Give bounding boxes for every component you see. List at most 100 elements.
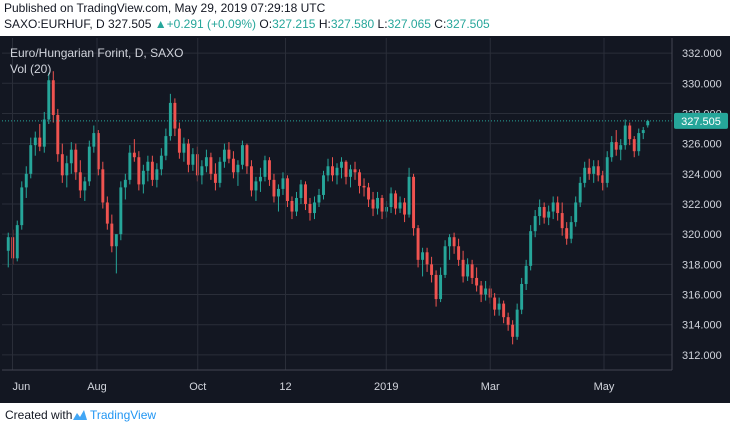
candle-body (614, 142, 618, 150)
candle-body (439, 274, 443, 300)
y-tick-label: 316.000 (682, 290, 722, 302)
candle-body (123, 179, 127, 188)
volume-legend: Vol (20) (10, 62, 52, 76)
candle-body (425, 252, 429, 265)
candle-body (254, 181, 258, 191)
tradingview-brand-link[interactable]: TradingView (90, 408, 157, 422)
candle-body (313, 202, 316, 214)
candle-body (20, 187, 24, 226)
last-price-tag-label: 327.505 (681, 116, 721, 128)
candle-body (524, 265, 528, 284)
y-tick-label: 312.000 (682, 350, 722, 362)
open-value: 327.215 (272, 17, 316, 31)
candle-body (209, 157, 213, 174)
candle-body (128, 152, 132, 180)
candle-body (267, 160, 271, 180)
candle-body (452, 237, 456, 247)
candle-body (249, 166, 253, 191)
candle-body (398, 202, 402, 209)
candle-body (331, 166, 334, 176)
candle-body (65, 163, 69, 176)
candle-body (574, 202, 578, 223)
candle-body (466, 264, 470, 277)
candle-body (33, 137, 37, 146)
candle-body (177, 128, 181, 153)
candle-body (173, 102, 177, 129)
x-tick-label: Jun (13, 381, 31, 393)
candle-body (407, 176, 411, 215)
candle-body (637, 133, 641, 152)
candle-body (367, 187, 370, 200)
candle-body (641, 130, 645, 134)
candle-body (42, 119, 46, 147)
candle-body (60, 154, 64, 176)
candle-body (272, 179, 276, 197)
candle-body (610, 142, 614, 158)
candle-body (344, 161, 348, 177)
candle-body (114, 234, 118, 247)
publish-header (0, 0, 730, 36)
chart-background (0, 36, 730, 403)
candle-body (78, 172, 82, 191)
candle-body (412, 176, 416, 229)
candle-body (245, 145, 249, 167)
created-with-label: Created with (5, 408, 73, 422)
candle-body (457, 246, 461, 260)
candle-body (304, 184, 307, 204)
candle-body (362, 185, 366, 188)
y-tick-label: 330.000 (682, 78, 722, 90)
candle-body (569, 222, 573, 239)
candle-body (69, 149, 73, 164)
candle-body (281, 178, 285, 189)
high-label: H: (318, 17, 331, 31)
quote-line: SAXO:EURHUF, D 327.505 ▲+0.291 (+0.09%) … (4, 17, 490, 31)
candle-body (105, 202, 109, 224)
footer-bar (0, 403, 730, 427)
candle-body (434, 274, 438, 300)
y-tick-label: 326.000 (682, 139, 722, 151)
candle-body (448, 237, 452, 247)
candle-body (6, 237, 10, 251)
published-info: Published on TradingView.com, May 29, 20… (4, 1, 326, 15)
candle-body (533, 216, 537, 232)
candle-body (623, 125, 627, 146)
change-value: +0.291 (+0.09%) (166, 17, 257, 31)
candle-body (213, 173, 217, 183)
candle-body (101, 169, 105, 203)
candle-body (29, 145, 33, 174)
candle-body (470, 264, 474, 278)
y-tick-label: 320.000 (682, 229, 722, 241)
candle-body (326, 166, 330, 176)
candle-body (547, 211, 551, 218)
candle-body (218, 161, 222, 183)
candle-body (222, 149, 226, 162)
candle-body (551, 202, 555, 212)
chart-legend-title: Euro/Hungarian Forint, D, SAXO (10, 46, 184, 60)
candle-body (299, 184, 303, 198)
candle-body (349, 169, 352, 177)
candle-body (529, 231, 533, 266)
candle-body (182, 143, 186, 153)
chart-panel[interactable]: 312.000 314.000 316.000 318.000 320.000 322.0… (0, 36, 730, 403)
candle-body (565, 228, 569, 239)
candle-body (146, 161, 150, 171)
candle-body (74, 149, 78, 173)
candle-body (502, 303, 506, 318)
candle-body (191, 154, 195, 165)
candlestick-chart[interactable]: 312.000 314.000 316.000 318.000 320.000 322.0… (0, 36, 730, 403)
candle-body (601, 175, 605, 183)
candle-body (295, 197, 298, 212)
y-tick-label: 318.000 (682, 259, 722, 271)
candle-body (286, 178, 289, 201)
candle-body (119, 187, 123, 235)
candle-body (240, 145, 244, 165)
tradingview-logo-icon[interactable] (72, 407, 88, 423)
candle-body (132, 152, 136, 158)
candle-body (515, 309, 519, 337)
candle-body (475, 277, 479, 286)
candle-body (511, 324, 515, 337)
candle-body (335, 167, 339, 176)
candle-body (24, 173, 28, 188)
candle-body (47, 80, 51, 120)
y-tick-label: 324.000 (682, 169, 722, 181)
